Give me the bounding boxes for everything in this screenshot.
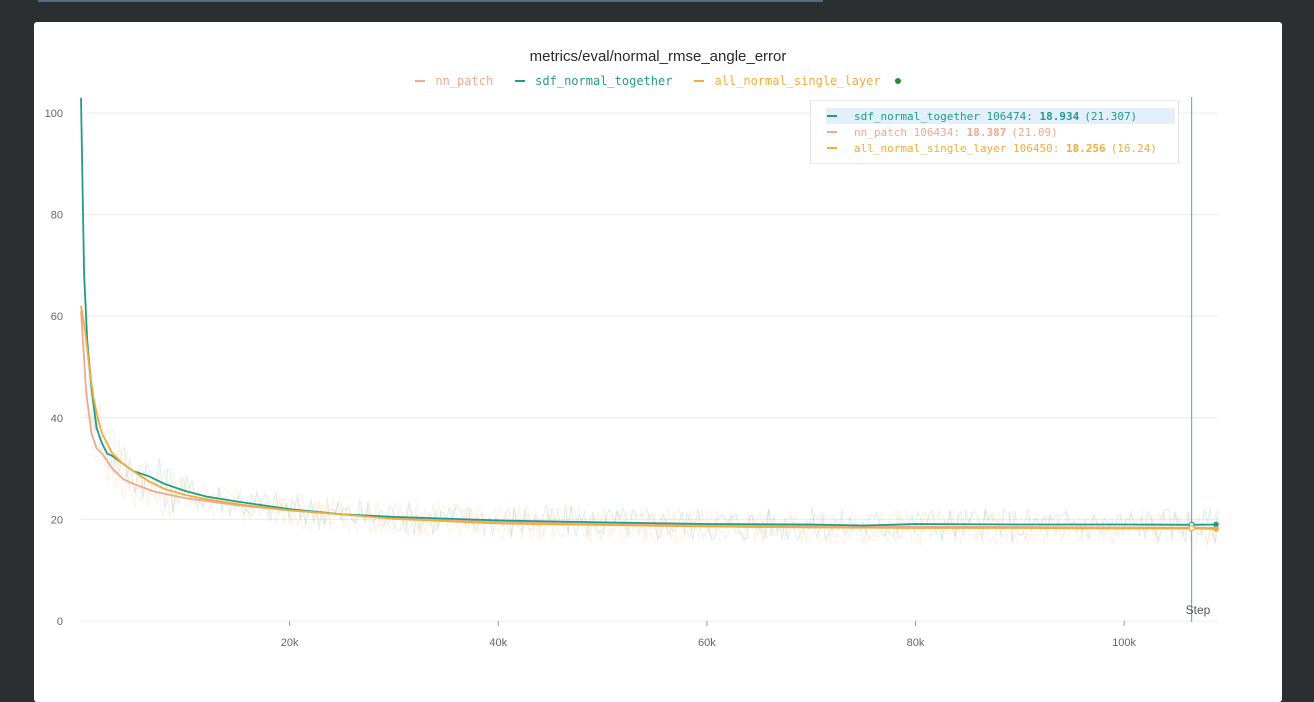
y-tick-label: 20 <box>51 514 63 526</box>
x-tick-label: 40k <box>489 637 507 649</box>
x-tick-label: 20k <box>281 637 299 649</box>
tooltip-raw-value: (21.09) <box>1011 125 1058 139</box>
tooltip-series-name: all_normal_single_layer <box>854 141 1007 155</box>
tooltip-value: 18.387 <box>966 125 1007 139</box>
chart-legend: nn_patch sdf_normal_together all_normal_… <box>34 74 1282 88</box>
y-tick-label: 100 <box>45 108 63 120</box>
chart-title: metrics/eval/normal_rmse_angle_error <box>529 48 787 65</box>
y-tick-label: 0 <box>57 616 63 628</box>
x-tick-label: 100k <box>1112 637 1136 649</box>
tooltip-row-sdf-normal-together: sdf_normal_together 106474: 18.934 (21.30… <box>826 108 1175 124</box>
legend-active-dot-icon <box>894 78 901 84</box>
legend-label-nn-patch: nn_patch <box>435 74 494 88</box>
tooltip-value: 18.256 <box>1065 141 1106 155</box>
x-axis-label: Step <box>1186 603 1211 617</box>
tooltip-raw-value: (21.307) <box>1084 109 1138 123</box>
legend-label-all-normal-single-layer: all_normal_single_layer <box>714 74 881 88</box>
tooltip-raw-value: (16.24) <box>1110 141 1158 155</box>
tooltip-swatch <box>827 147 837 149</box>
y-tick-label: 60 <box>51 311 63 323</box>
hover-point-all-normal-single-layer <box>1188 525 1195 532</box>
line-chart-plot[interactable]: 0 20 40 60 80 100 20k 40k 60k 80k 100k Step <box>34 22 1282 680</box>
x-tick-label: 80k <box>907 637 925 649</box>
hover-tooltip: sdf_normal_together 106474: 18.934 (21.30… <box>810 100 1179 164</box>
tooltip-swatch <box>827 115 837 117</box>
legend-label-sdf-normal-together: sdf_normal_together <box>535 74 673 88</box>
legend-swatch-all-normal-single-layer <box>694 80 705 82</box>
x-tick-label: 60k <box>698 637 716 649</box>
tooltip-step: 106474: <box>986 109 1033 123</box>
y-tick-label: 40 <box>51 413 63 425</box>
tooltip-step: 106434: <box>913 125 960 139</box>
tooltip-swatch <box>827 131 837 133</box>
chart-panel: metrics/eval/normal_rmse_angle_error nn_… <box>34 22 1282 702</box>
tooltip-row-nn-patch: nn_patch 106434: 18.387 (21.09) <box>811 124 1178 140</box>
legend-swatch-nn-patch <box>415 80 426 82</box>
legend-item-sdf-normal-together[interactable]: sdf_normal_together <box>515 74 672 88</box>
tooltip-step: 106450: <box>1012 141 1060 155</box>
legend-item-nn-patch[interactable]: nn_patch <box>415 74 493 88</box>
top-border-strip <box>38 0 823 2</box>
tooltip-row-all-normal-single-layer: all_normal_single_layer 106450: 18.256 (1… <box>811 140 1178 156</box>
raw-series-line-all-normal-single-layer <box>80 308 1219 547</box>
tooltip-value: 18.934 <box>1039 109 1080 123</box>
y-tick-label: 80 <box>51 210 63 222</box>
end-point-sdf-normal-together <box>1213 521 1219 528</box>
series-line-sdf-normal-together <box>80 97 1219 527</box>
raw-series-line-sdf-normal-together <box>80 116 1219 544</box>
series-line-all-normal-single-layer <box>80 305 1219 530</box>
tooltip-series-name: sdf_normal_together <box>854 109 980 123</box>
legend-item-all-normal-single-layer[interactable]: all_normal_single_layer <box>694 74 901 88</box>
tooltip-series-name: nn_patch <box>854 125 907 139</box>
end-point-all-normal-single-layer <box>1213 526 1219 532</box>
legend-swatch-sdf-normal-together <box>515 80 526 82</box>
